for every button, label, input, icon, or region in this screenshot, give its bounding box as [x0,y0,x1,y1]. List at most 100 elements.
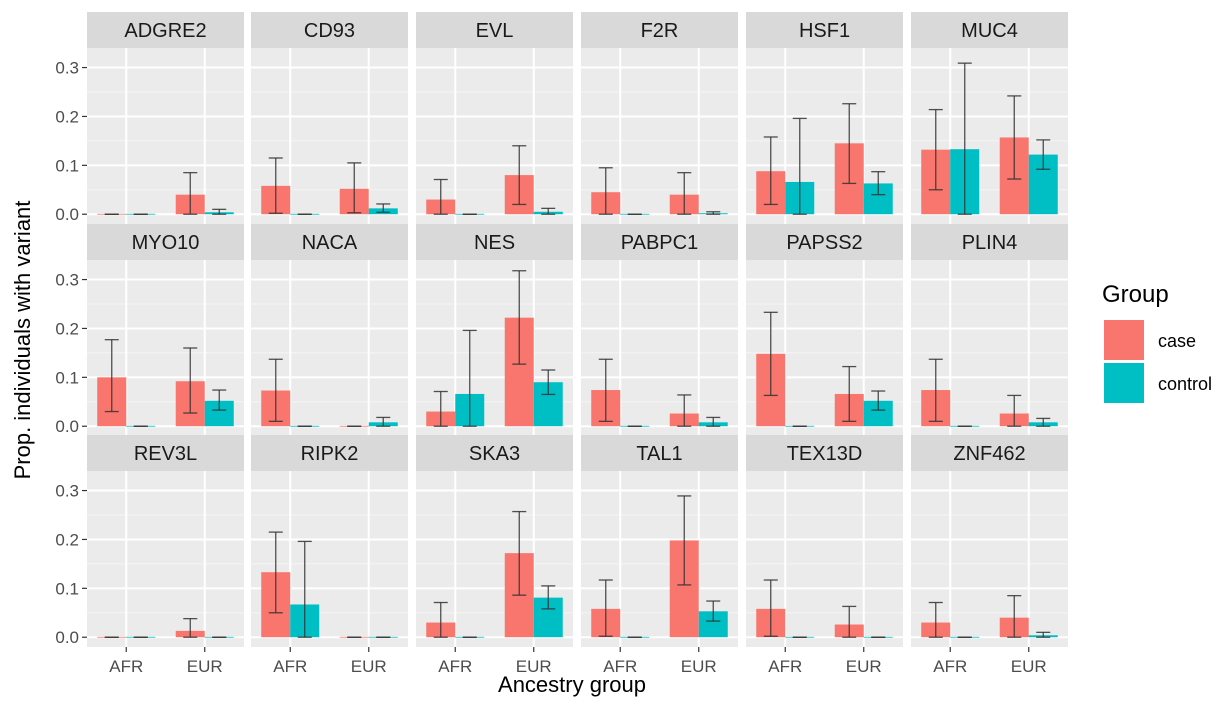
y-tick-label: 0.0 [55,417,79,436]
facet-panel: NES [416,224,573,436]
legend-key-control [1104,363,1144,403]
facet-title: MUC4 [961,20,1018,42]
facet-strip [746,224,903,260]
error-bar-case [512,270,527,365]
facet-panel: MYO10 [87,224,244,436]
facet-strip [251,224,408,260]
error-bar-case [763,311,778,397]
facet-panel: TAL1 [581,435,738,647]
facet-panel: HSF1 [746,12,903,224]
x-tick-label: AFR [438,657,472,676]
facet-strip [911,12,1068,48]
facet-title: PLIN4 [962,232,1018,254]
facet-strip [416,224,573,260]
panel-background [911,471,1068,647]
error-bar-case [842,365,857,422]
panel-background [416,48,573,224]
x-tick-label: EUR [187,657,223,676]
error-bar-control [541,207,556,215]
error-bar-control [376,203,391,213]
error-bar-case [347,162,362,214]
error-bar-case [928,601,943,638]
error-bar-control [1036,139,1051,170]
x-tick-label: EUR [1011,657,1047,676]
error-bar-case [433,390,448,427]
y-tick-label: 0.3 [55,271,79,290]
error-bar-control [1036,631,1051,638]
panel-background [87,48,244,224]
error-bar-case [512,145,527,206]
facet-strip [581,224,738,260]
x-axis-ticks: AFR EUR AFR EUR AFR EUR AFR EUR AFR EUR AFR EUR [109,647,1047,676]
error-bar-case [1007,595,1022,638]
facet-panel: REV3L [87,435,244,647]
facet-title: F2R [641,20,679,42]
error-bar-case [183,617,198,638]
x-tick-label: EUR [351,657,387,676]
facet-panel: TEX13D [746,435,903,647]
facet-title: NACA [302,232,358,254]
facet-strip [251,12,408,48]
facet-title: ADGRE2 [124,20,206,42]
facet-panel: CD93 [251,12,408,224]
facet-panel: PABPC1 [581,224,738,436]
error-bar-case [433,601,448,638]
y-tick-label: 0.3 [55,482,79,501]
error-bar-control [957,62,972,215]
error-bar-case [433,178,448,215]
error-bar-control [541,585,556,610]
facet-strip [911,435,1068,471]
error-bar-control [792,117,807,215]
error-bar-case [677,495,692,586]
y-tick-label: 0.2 [55,107,79,126]
facet-strip [87,435,244,471]
facet-title: TEX13D [787,443,863,465]
error-bar-control [212,389,227,411]
error-bar-control [871,390,886,411]
error-bar-control [212,208,227,215]
error-bar-case [268,531,283,614]
error-bar-control [297,540,312,638]
error-bar-control [1036,417,1051,427]
facet-strip [581,435,738,471]
facet-strip [911,224,1068,260]
y-axis-title: Prop. individuals with variant [10,201,35,480]
facet-title: EVL [476,20,514,42]
error-bar-control [376,416,391,427]
x-tick-label: AFR [603,657,637,676]
error-bar-case [928,108,943,191]
legend-label-case: case [1158,331,1196,351]
error-bar-case [104,339,119,413]
error-bar-case [183,172,198,215]
error-bar-case [268,358,283,422]
facet-title: MYO10 [132,232,200,254]
error-bar-case [512,510,527,596]
error-bar-case [677,172,692,215]
facet-panel: PAPSS2 [746,224,903,436]
facet-title: CD93 [304,20,355,42]
error-bar-case [1007,95,1022,180]
error-bar-case [928,358,943,422]
y-tick-label: 0.1 [55,368,79,387]
facet-strip [416,435,573,471]
x-tick-label: AFR [109,657,143,676]
error-bar-control [541,369,556,396]
y-tick-label: 0.0 [55,205,79,224]
x-tick-label: AFR [768,657,802,676]
facet-strip [746,435,903,471]
x-axis-title: Ancestry group [498,672,646,697]
facet-title: NES [474,232,515,254]
y-tick-label: 0.1 [55,156,79,175]
facet-title: HSF1 [799,20,850,42]
facet-strip [581,12,738,48]
legend: Group case control [1102,281,1212,403]
facet-title: PAPSS2 [786,232,862,254]
facet-panel: PLIN4 [911,224,1068,436]
facet-title: REV3L [134,443,197,465]
error-bar-control [462,329,477,427]
y-axis-ticks: 0.0 0.1 0.2 0.3 0.0 0.1 0.2 0.3 0.0 0.1 0.2 0.3 [55,59,87,647]
facet-panel: F2R [581,12,738,224]
x-tick-label: EUR [681,657,717,676]
